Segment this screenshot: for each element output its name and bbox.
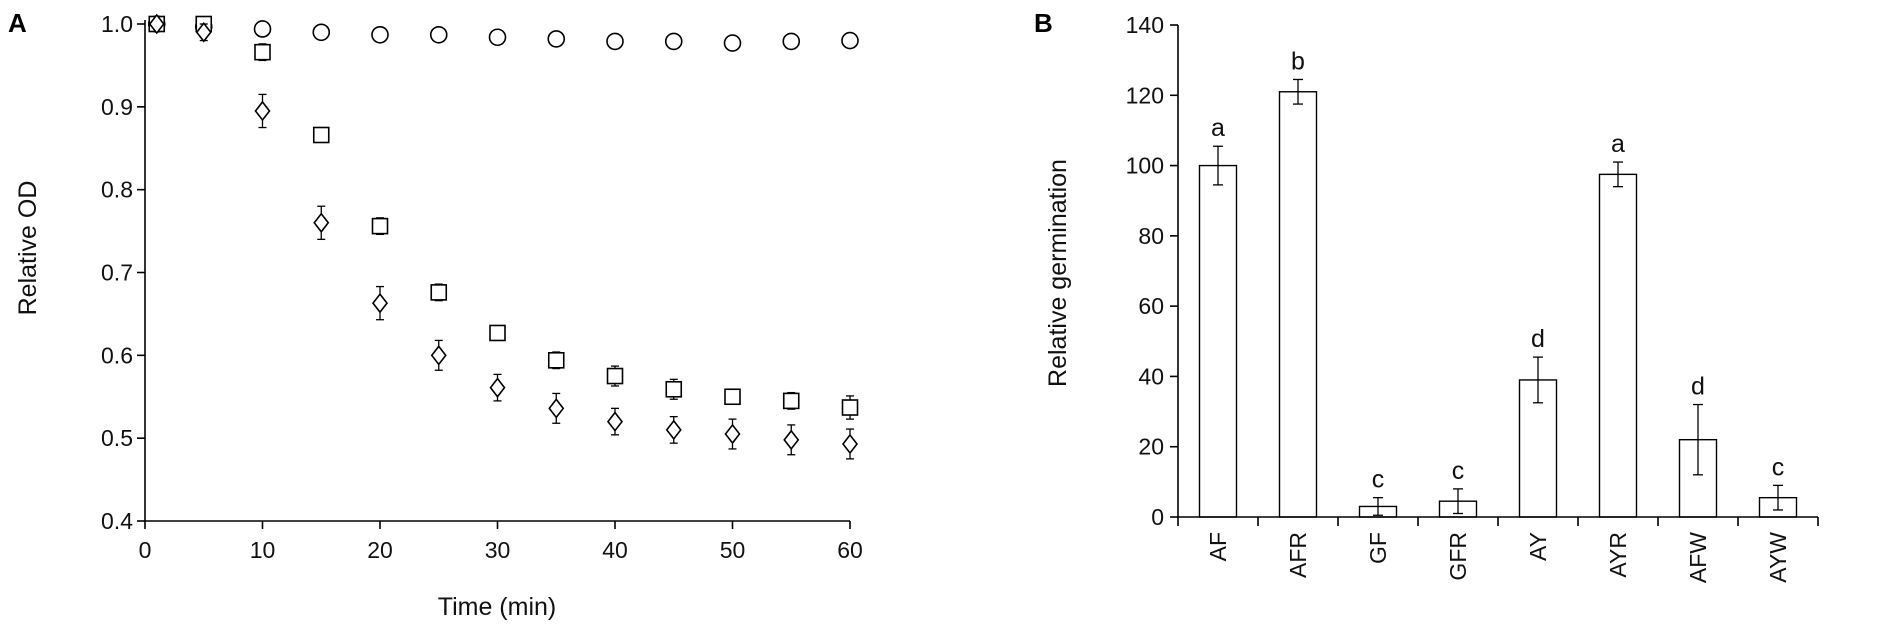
data-point-square [606, 367, 624, 385]
data-point-diamond [254, 100, 271, 122]
y-tick-label: 60 [1138, 293, 1164, 319]
data-point-square [547, 352, 565, 369]
panel-a: A 0.4 0.5 0.6 0.7 0.8 0.9 1.0 0 10 20 30 40 50 60 Ti… [8, 8, 863, 621]
data-point-diamond [489, 377, 506, 398]
category-label-afw: AFW [1685, 532, 1711, 583]
panel-a-x-ticks: 0 10 20 30 40 50 60 [139, 521, 863, 563]
category-label-ayw: AYW [1765, 532, 1791, 583]
data-point-circle [723, 34, 742, 52]
data-point-square [841, 399, 859, 416]
data-point-diamond [665, 419, 682, 441]
data-point-square [489, 324, 506, 342]
y-tick-label: 40 [1138, 363, 1164, 389]
data-point-circle [841, 31, 859, 50]
data-point-square [312, 126, 330, 144]
panel-b-letter: B [1034, 8, 1053, 38]
significance-letter: c [1372, 466, 1385, 494]
data-point-circle [664, 32, 683, 51]
panel-b-y-axis-title: Relative germination [1044, 159, 1072, 387]
data-point-circle [312, 23, 331, 42]
significance-letter: a [1211, 114, 1225, 142]
panel-a-data-marks [147, 13, 859, 460]
x-tick-label: 20 [367, 537, 393, 563]
panel-b-x-ticks: AF AFR GF GFR AY AYR AFW AYW [1177, 517, 1819, 583]
significance-letter: c [1772, 453, 1785, 481]
category-label-afr: AFR [1285, 532, 1311, 578]
y-tick-label: 20 [1138, 434, 1164, 460]
bar-ayr [1598, 173, 1638, 518]
x-tick-label: 50 [720, 537, 746, 563]
data-point-circle [488, 28, 507, 47]
data-point-square [665, 380, 683, 398]
x-tick-label: 60 [837, 537, 863, 563]
data-point-circle [547, 30, 566, 48]
data-point-diamond [841, 433, 859, 455]
data-point-diamond [148, 13, 165, 35]
panel-a-x-axis-title: Time (min) [438, 593, 557, 621]
significance-letter: c [1452, 457, 1465, 485]
y-tick-label: 0.9 [101, 94, 133, 120]
panel-b: B a b c c d a d c 0 20 40 60 80 100 120 140 AF AFR GF GFR… [1034, 8, 1819, 583]
panel-a-y-ticks: 0.4 0.5 0.6 0.7 0.8 0.9 1.0 [101, 11, 145, 534]
data-point-circle [429, 25, 448, 44]
bar-af [1198, 164, 1238, 518]
y-tick-label: 0 [1151, 504, 1164, 530]
data-point-diamond [313, 212, 330, 234]
data-point-diamond [783, 429, 800, 451]
data-point-diamond [430, 345, 447, 366]
data-point-diamond [606, 411, 624, 432]
panel-b-y-ticks: 0 20 40 60 80 100 120 140 [1126, 12, 1178, 530]
data-point-circle [782, 32, 801, 51]
y-tick-label: 120 [1126, 82, 1164, 108]
y-tick-label: 80 [1138, 223, 1164, 249]
category-label-ay: AY [1525, 532, 1551, 561]
series-diamond [148, 13, 859, 460]
y-tick-label: 0.6 [101, 342, 133, 368]
y-tick-label: 0.4 [101, 508, 133, 534]
panel-a-y-axis-title: Relative OD [14, 181, 42, 316]
data-point-square [724, 388, 741, 406]
data-point-circle [253, 20, 272, 38]
significance-letter: d [1531, 325, 1545, 353]
y-tick-label: 1.0 [101, 11, 133, 37]
data-point-square [782, 392, 800, 410]
y-tick-label: 100 [1126, 153, 1164, 179]
data-point-circle [371, 25, 389, 44]
y-tick-label: 140 [1126, 12, 1164, 38]
panel-a-axes [144, 20, 850, 522]
x-tick-label: 40 [602, 537, 628, 563]
data-point-diamond [371, 292, 389, 314]
panel-b-bars: a b c c d a d c [1198, 47, 1798, 518]
data-point-square [371, 217, 389, 235]
category-label-gf: GF [1365, 532, 1391, 564]
bar-afr [1278, 91, 1318, 518]
data-point-diamond [724, 423, 741, 445]
data-point-diamond [548, 398, 565, 419]
data-point-square [430, 284, 448, 301]
category-label-ayr: AYR [1605, 532, 1631, 578]
significance-letter: b [1291, 47, 1305, 75]
data-point-diamond [195, 21, 212, 43]
category-label-af: AF [1205, 532, 1231, 561]
significance-letter: d [1691, 373, 1705, 401]
panel-b-axes [1177, 25, 1818, 518]
x-tick-label: 30 [485, 537, 511, 563]
y-tick-label: 0.7 [101, 260, 133, 286]
data-point-circle [606, 32, 624, 51]
category-label-gfr: GFR [1445, 532, 1471, 581]
x-tick-label: 0 [139, 537, 152, 563]
series-square [148, 15, 859, 420]
significance-letter: a [1611, 130, 1625, 158]
y-tick-label: 0.5 [101, 425, 133, 451]
panel-a-letter: A [8, 8, 27, 38]
x-tick-label: 10 [250, 537, 276, 563]
y-tick-label: 0.8 [101, 177, 133, 203]
data-point-square [254, 43, 271, 61]
